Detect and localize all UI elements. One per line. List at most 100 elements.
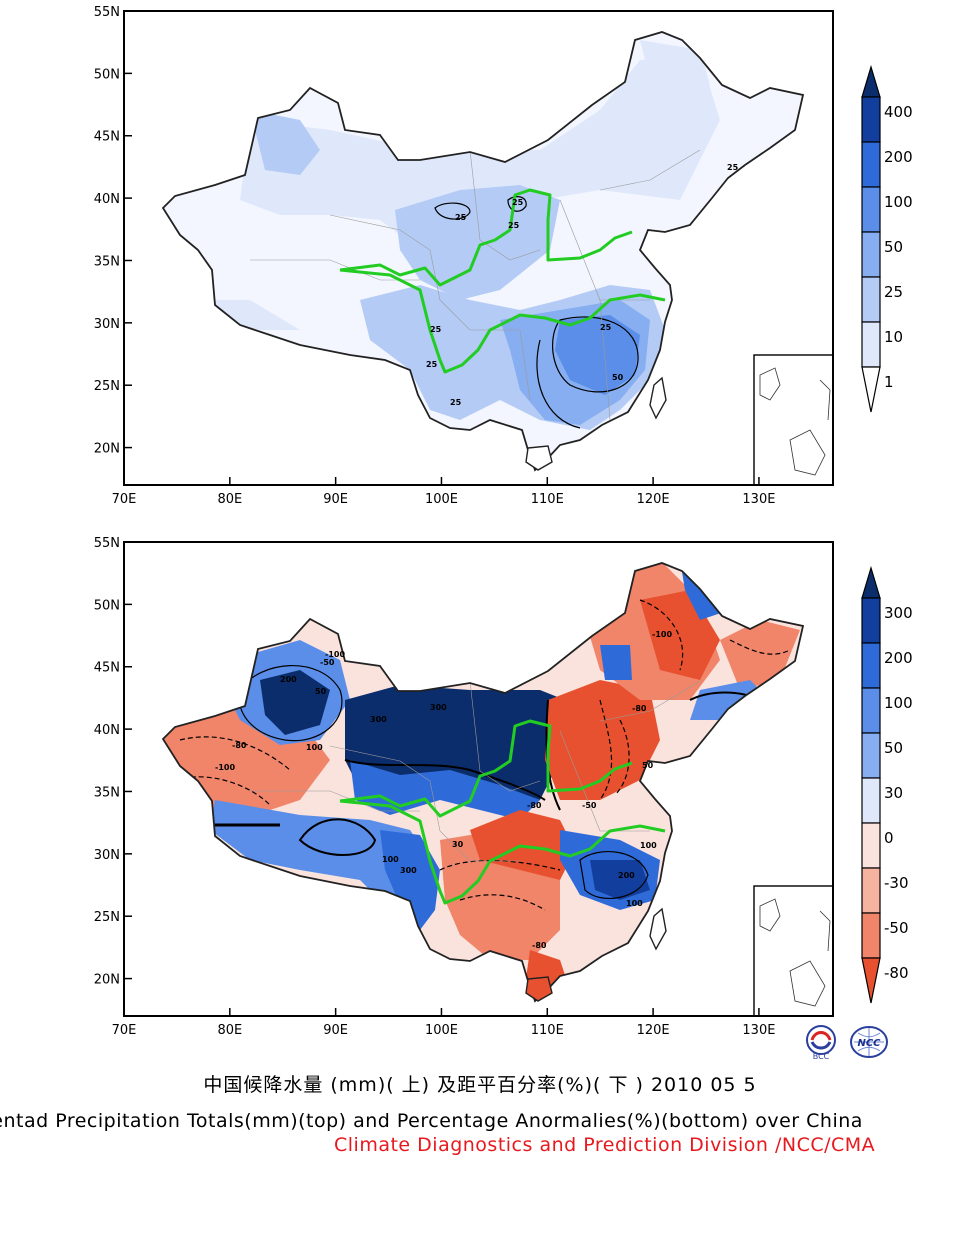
bottom-contour-label: 100	[640, 841, 657, 850]
top-contour-label: 25	[426, 360, 438, 369]
bottom-colorbar-segment	[861, 597, 881, 644]
bottom-contour-label: 200	[280, 675, 297, 684]
top-lon-label: 90E	[323, 492, 348, 507]
svg-text:BCC: BCC	[813, 1052, 830, 1061]
top-colorbar-label: 400	[884, 103, 913, 121]
top-lat-label: 20N	[94, 442, 120, 457]
top-colorbar-label: 25	[884, 283, 903, 301]
top-lat-label: 55N	[94, 5, 120, 20]
top-contour-label: 25	[727, 163, 739, 172]
bottom-contour-label: -100	[215, 763, 235, 772]
top-lat-label: 25N	[94, 379, 120, 394]
bottom-contour-label: 50	[642, 761, 654, 770]
bottom-contour-label: -80	[532, 941, 547, 950]
bottom-colorbar-label: 50	[884, 739, 903, 757]
top-yellow-river	[339, 188, 633, 287]
bottom-contour-label: 200	[618, 871, 635, 880]
top-contours	[434, 196, 639, 429]
bottom-colorbar-label: 0	[884, 829, 894, 847]
bottom-contour-label: -50	[582, 801, 597, 810]
top-axes: 55N 50N 45N 40N 35N 30N 25N 20N 70E 80E 90E 100E 110…	[94, 5, 776, 507]
top-colorbar-label: 100	[884, 193, 913, 211]
bottom-colorbar-label: -30	[884, 874, 909, 892]
bottom-colorbar-label: 100	[884, 694, 913, 712]
top-colorbar-label: 1	[884, 373, 894, 391]
bottom-lon-label: 90E	[323, 1023, 348, 1038]
bottom-yellow-river	[339, 719, 633, 818]
top-lat-label: 45N	[94, 130, 120, 145]
top-contour-label: 25	[512, 198, 524, 207]
bottom-lat-label: 35N	[94, 785, 120, 800]
top-colorbar-segment	[861, 231, 881, 278]
top-colorbar-label: 200	[884, 148, 913, 166]
bottom-colorbar-segment	[861, 732, 881, 779]
top-lon-label: 70E	[112, 492, 137, 507]
bottom-colorbar-segment	[861, 687, 881, 734]
bottom-contour-label: 100	[626, 899, 643, 908]
bottom-contour-label: -100	[652, 630, 672, 639]
top-lon-label: 110E	[531, 492, 564, 507]
english-caption: Pentad Precipitation Totals(mm)(top) and…	[0, 1110, 863, 1132]
bottom-lat-label: 40N	[94, 723, 120, 738]
bottom-lat-label: 25N	[94, 910, 120, 925]
top-map-frame	[123, 10, 834, 486]
bottom-lat-label: 55N	[94, 536, 120, 551]
top-contour-label: 25	[430, 325, 442, 334]
top-hainan-island	[525, 445, 553, 471]
bottom-colorbar-segment	[861, 777, 881, 824]
bottom-colorbar-max-triangle	[861, 565, 881, 599]
bottom-contour-label: 100	[306, 743, 323, 752]
top-contour-labels: 25 25 25 25 25 25 25 50 25	[426, 163, 739, 407]
bottom-contour-label: 300	[430, 703, 447, 712]
top-contour-label: 25	[508, 221, 520, 230]
bottom-contour-label: -50	[320, 658, 335, 667]
bottom-contour-label: 300	[370, 715, 387, 724]
bottom-yangtze-river	[339, 799, 666, 905]
top-rivers	[339, 188, 666, 374]
bottom-lon-label: 100E	[425, 1023, 458, 1038]
bottom-lon-label: 70E	[112, 1023, 137, 1038]
organization-credit: Climate Diagnostics and Prediction Divis…	[334, 1134, 876, 1156]
top-colorbar-label: 50	[884, 238, 903, 256]
bottom-colorbar-segment	[861, 642, 881, 689]
top-taiwan-island	[649, 376, 667, 420]
top-lon-label: 100E	[425, 492, 458, 507]
bottom-colorbar-label: 200	[884, 649, 913, 667]
bottom-contour-label: 100	[382, 855, 399, 864]
top-colorbar-segment	[861, 276, 881, 323]
bottom-lon-label: 130E	[742, 1023, 775, 1038]
top-contour-label: 50	[612, 373, 624, 382]
bottom-contour-labels: -100 -50 200 300 50 -100 -80 100 300 -50…	[215, 630, 672, 950]
ncc-logo: NCC	[848, 1022, 890, 1062]
top-lat-label: 40N	[94, 192, 120, 207]
bottom-colorbar-label: 30	[884, 784, 903, 802]
top-colorbar-segment	[861, 96, 881, 143]
bottom-contour-label: 30	[452, 840, 464, 849]
top-lon-label: 80E	[217, 492, 242, 507]
top-contour-label: 25	[455, 213, 467, 222]
bottom-rivers	[339, 719, 666, 905]
bottom-contour-label: 300	[400, 866, 417, 875]
bottom-colorbar-segment	[861, 867, 881, 914]
bottom-contour-label: -80	[232, 741, 247, 750]
top-yangtze-river	[339, 268, 666, 374]
bottom-south-china-sea-inset	[753, 885, 834, 1017]
top-colorbar-segment	[861, 186, 881, 233]
top-colorbar: 400 200 100 50 25 10 1	[861, 64, 913, 413]
bottom-lat-label: 30N	[94, 848, 120, 863]
top-panel-precipitation-map: 25 25 25 25 25 25 25 50 25 55N 50N 45N 40N 3…	[94, 5, 913, 507]
top-colorbar-segment	[861, 141, 881, 188]
bottom-hainan-island	[525, 976, 553, 1002]
bottom-colorbar-label: 300	[884, 604, 913, 622]
bottom-contour-label: -80	[527, 801, 542, 810]
top-colorbar-max-triangle	[861, 64, 881, 98]
bottom-colorbar-segment	[861, 912, 881, 959]
top-colorbar-segment	[861, 321, 881, 368]
top-contour-label: 25	[600, 323, 612, 332]
bottom-taiwan-island	[649, 907, 667, 951]
bottom-contour-label: -80	[632, 704, 647, 713]
bottom-contour-label: -100	[325, 650, 345, 659]
top-lat-label: 50N	[94, 67, 120, 82]
